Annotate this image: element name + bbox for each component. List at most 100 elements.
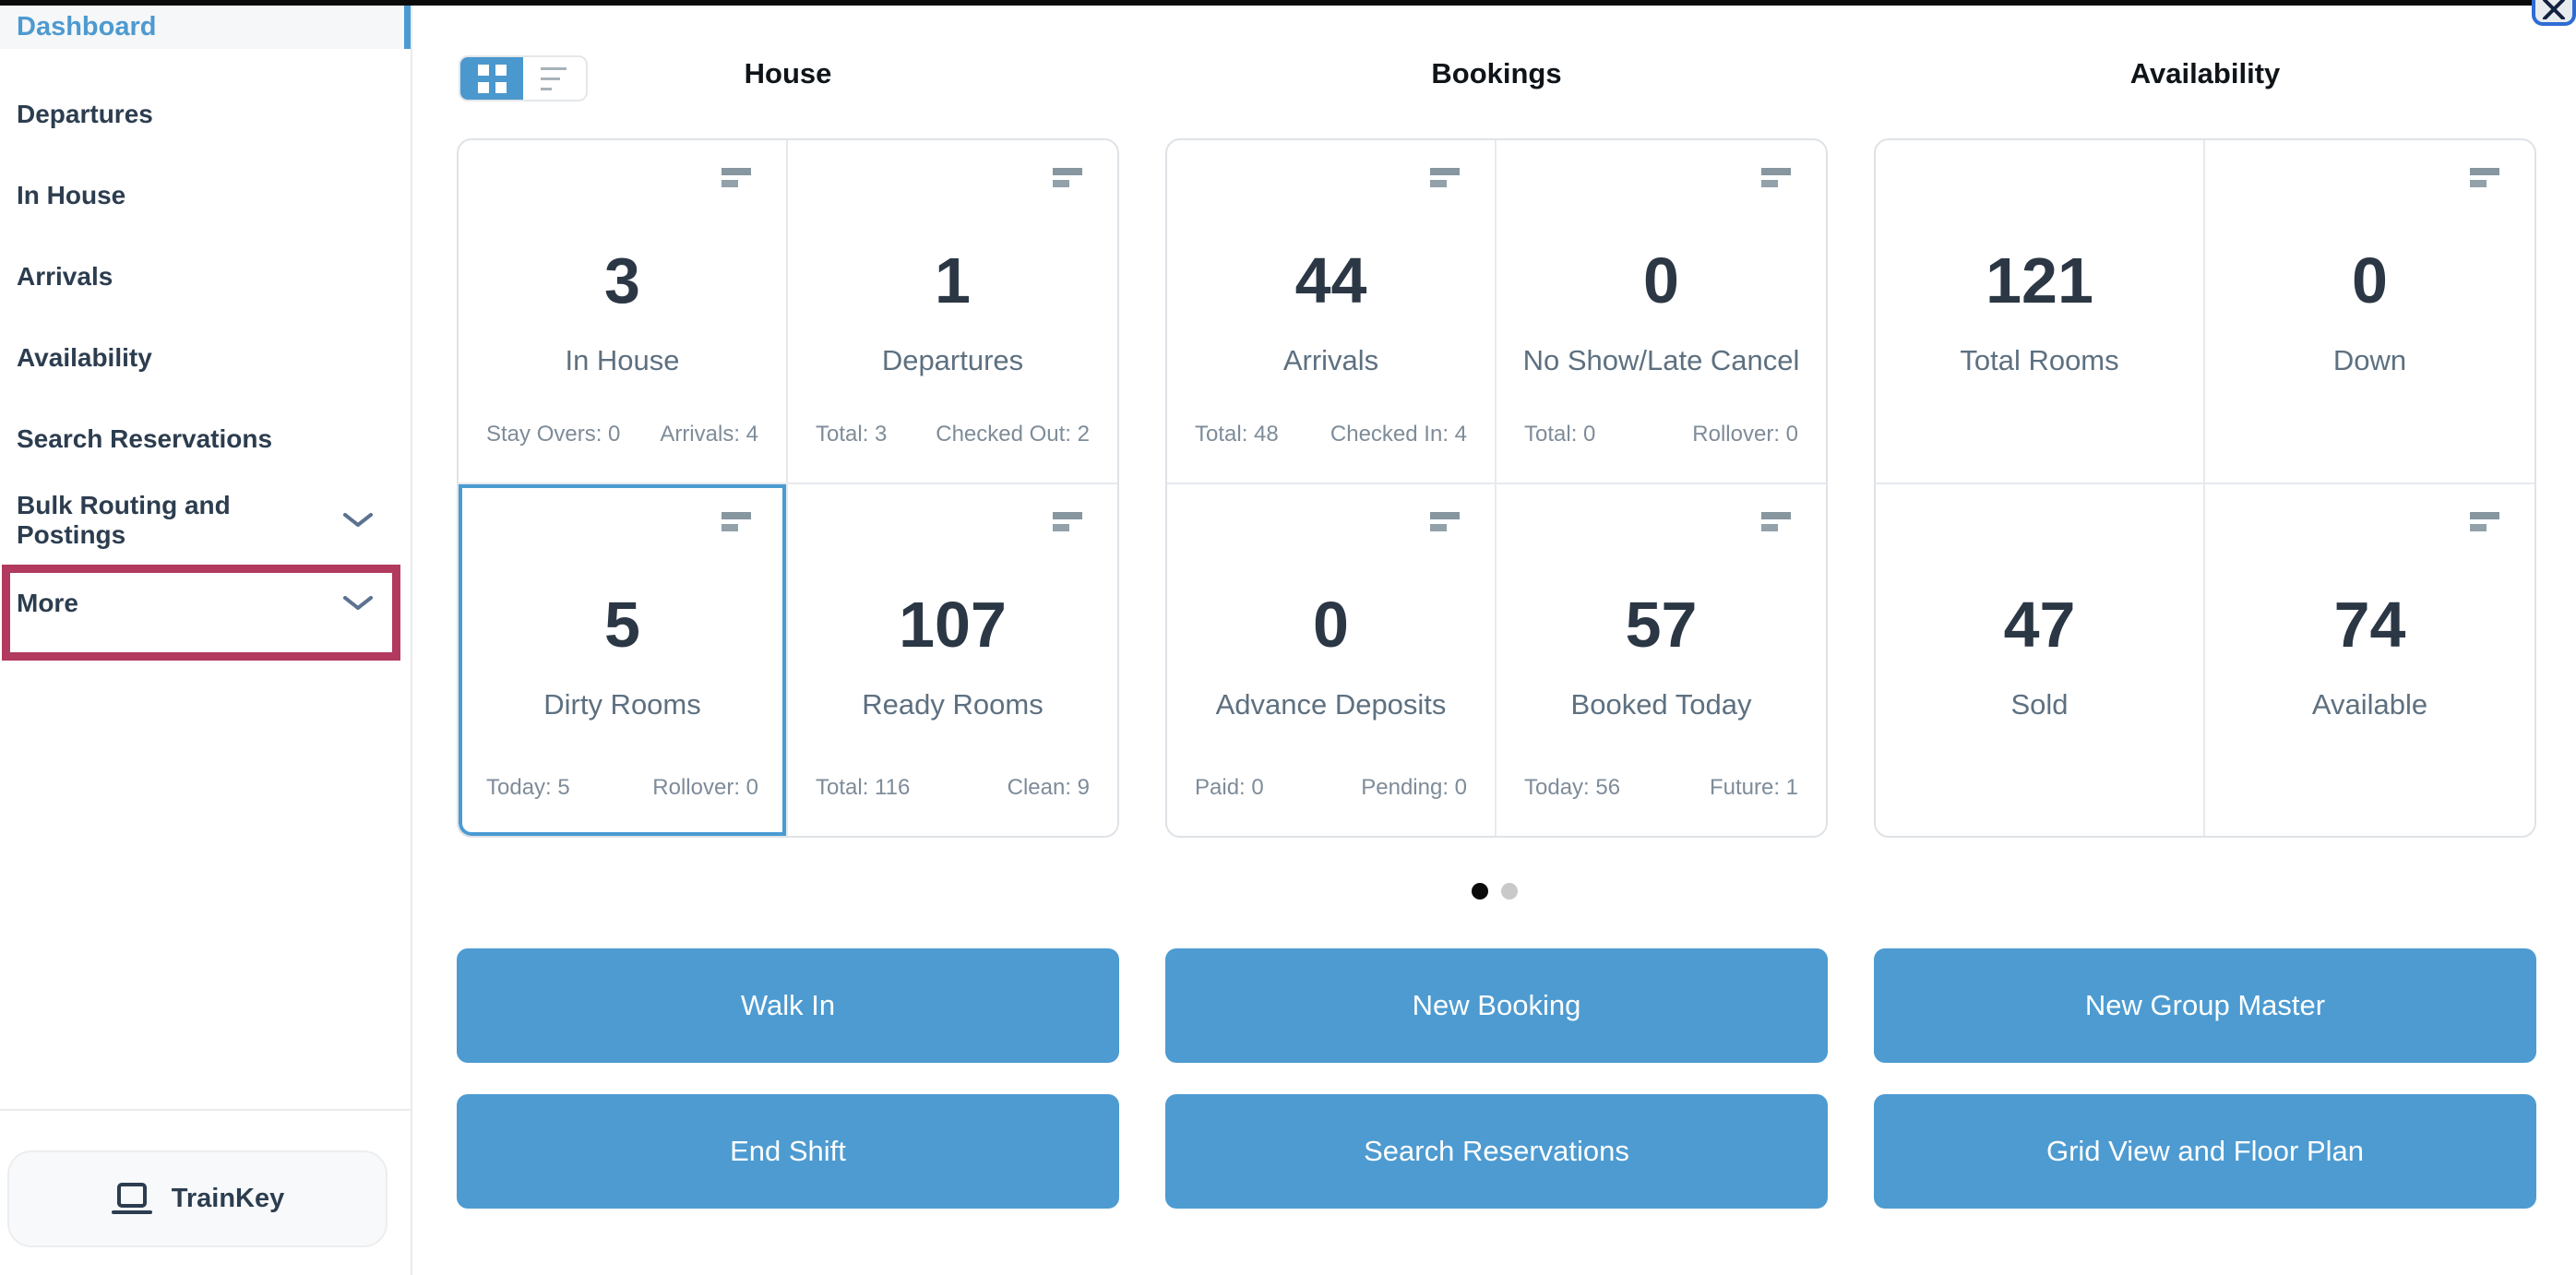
- card-value: 0: [2352, 244, 2388, 316]
- card-stat-right: Clean: 9: [1007, 775, 1090, 800]
- card-value: 74: [2333, 589, 2406, 661]
- card-label: Ready Rooms: [862, 688, 1044, 721]
- sidebar-item-bulk-routing-and-postings[interactable]: Bulk Routing and Postings: [0, 480, 411, 561]
- card-sold[interactable]: 47 Sold: [1876, 484, 2205, 836]
- column-title-availability: Availability: [2129, 57, 2281, 89]
- grid-view-icon: [477, 64, 507, 93]
- card-label: Arrivals: [1282, 344, 1379, 376]
- card-down[interactable]: 0 Down: [2205, 140, 2534, 484]
- sidebar-item-label: More: [17, 589, 78, 617]
- card-stat-right: Checked In: 4: [1330, 422, 1467, 447]
- column-title-house: House: [744, 57, 832, 89]
- card-ready-rooms[interactable]: 107 Ready Rooms Total: 116 Clean: 9: [788, 484, 1117, 836]
- card-value: 57: [1625, 589, 1698, 661]
- search-reservations-button[interactable]: Search Reservations: [1165, 1094, 1828, 1209]
- card-label: Total Rooms: [1960, 344, 2119, 376]
- card-label: Dirty Rooms: [543, 688, 701, 721]
- card-menu-icon[interactable]: [2470, 512, 2499, 531]
- carousel-dot-2[interactable]: [1500, 883, 1518, 900]
- card-value: 44: [1294, 244, 1367, 316]
- card-in-house[interactable]: 3 In House Stay Overs: 0 Arrivals: 4: [459, 140, 788, 484]
- sidebar-item-label: In House: [17, 181, 126, 209]
- card-menu-icon[interactable]: [722, 512, 751, 531]
- card-menu-icon[interactable]: [2470, 168, 2499, 187]
- card-value: 1: [935, 244, 971, 316]
- grid-view-floor-plan-button[interactable]: Grid View and Floor Plan: [1874, 1094, 2536, 1209]
- card-dirty-rooms[interactable]: 5 Dirty Rooms Today: 5 Rollover: 0: [459, 484, 788, 836]
- card-value: 47: [2003, 589, 2076, 661]
- close-button[interactable]: [2532, 0, 2576, 26]
- card-total-rooms[interactable]: 121 Total Rooms: [1876, 140, 2205, 484]
- sidebar-item-label: Availability: [17, 343, 152, 372]
- card-stat-right: Future: 1: [1709, 775, 1798, 800]
- card-stat-right: Rollover: 0: [652, 775, 758, 800]
- sidebar-item-departures[interactable]: Departures: [0, 74, 411, 155]
- trainkey-button[interactable]: TrainKey: [7, 1150, 388, 1247]
- chevron-down-icon: [342, 595, 374, 612]
- card-stat-right: Rollover: 0: [1692, 422, 1798, 447]
- card-departures[interactable]: 1 Departures Total: 3 Checked Out: 2: [788, 140, 1117, 484]
- card-value: 107: [899, 589, 1007, 661]
- sidebar-item-label: Bulk Routing and Postings: [17, 491, 231, 549]
- card-value: 0: [1313, 589, 1349, 661]
- sidebar-item-label: Dashboard: [17, 12, 157, 42]
- close-icon: [2543, 0, 2565, 19]
- availability-card-group: 121 Total Rooms 0 Down 47 Sold 74 Availa…: [1874, 138, 2536, 838]
- card-label: Down: [2332, 344, 2407, 376]
- grid-view-button[interactable]: [460, 57, 523, 100]
- sidebar-item-dashboard[interactable]: Dashboard: [0, 6, 411, 49]
- sidebar-item-label: Departures: [17, 100, 153, 128]
- card-menu-icon[interactable]: [1430, 512, 1460, 531]
- sidebar-item-arrivals[interactable]: Arrivals: [0, 236, 411, 317]
- carousel-pagination: [412, 883, 2576, 900]
- card-stat-right: Pending: 0: [1361, 775, 1467, 800]
- card-menu-icon[interactable]: [1430, 168, 1460, 187]
- card-advance-deposits[interactable]: 0 Advance Deposits Paid: 0 Pending: 0: [1167, 484, 1497, 836]
- list-view-button[interactable]: [523, 57, 586, 100]
- new-booking-button[interactable]: New Booking: [1165, 948, 1828, 1063]
- end-shift-button[interactable]: End Shift: [457, 1094, 1119, 1209]
- card-menu-icon[interactable]: [1761, 512, 1791, 531]
- laptop-icon: [111, 1182, 152, 1214]
- sidebar-item-more[interactable]: More: [0, 563, 411, 644]
- card-stat-left: Today: 56: [1524, 775, 1621, 800]
- card-available[interactable]: 74 Available: [2205, 484, 2534, 836]
- card-menu-icon[interactable]: [1053, 168, 1082, 187]
- card-label: Advance Deposits: [1215, 688, 1447, 721]
- card-booked-today[interactable]: 57 Booked Today Today: 56 Future: 1: [1497, 484, 1826, 836]
- walk-in-button[interactable]: Walk In: [457, 948, 1119, 1063]
- chevron-down-icon: [342, 512, 374, 529]
- sidebar-item-label: Search Reservations: [17, 424, 273, 453]
- card-no-show-late-cancel[interactable]: 0 No Show/Late Cancel Total: 0 Rollover:…: [1497, 140, 1826, 484]
- card-menu-icon[interactable]: [722, 168, 751, 187]
- card-stat-right: Arrivals: 4: [660, 422, 758, 447]
- card-stat-left: Total: 48: [1195, 422, 1279, 447]
- card-label: In House: [565, 344, 680, 376]
- active-indicator: [404, 6, 411, 49]
- bookings-card-group: 44 Arrivals Total: 48 Checked In: 4 0 No…: [1165, 138, 1828, 838]
- card-label: No Show/Late Cancel: [1522, 344, 1800, 376]
- card-arrivals[interactable]: 44 Arrivals Total: 48 Checked In: 4: [1167, 140, 1497, 484]
- carousel-dot-1[interactable]: [1471, 883, 1488, 900]
- card-stat-left: Total: 116: [816, 775, 911, 800]
- top-border-bar: [0, 0, 2576, 6]
- list-view-icon: [541, 66, 568, 90]
- sidebar-item-in-house[interactable]: In House: [0, 155, 411, 236]
- card-menu-icon[interactable]: [1761, 168, 1791, 187]
- card-value: 3: [604, 244, 640, 316]
- card-label: Booked Today: [1570, 688, 1752, 721]
- sidebar-item-search-reservations[interactable]: Search Reservations: [0, 399, 411, 480]
- card-stat-right: Checked Out: 2: [936, 422, 1090, 447]
- card-menu-icon[interactable]: [1053, 512, 1082, 531]
- card-value: 5: [604, 589, 640, 661]
- trainkey-label: TrainKey: [171, 1184, 285, 1213]
- card-label: Sold: [2010, 688, 2069, 721]
- card-label: Available: [2311, 688, 2428, 721]
- sidebar-item-availability[interactable]: Availability: [0, 317, 411, 399]
- house-card-group: 3 In House Stay Overs: 0 Arrivals: 4 1 D…: [457, 138, 1119, 838]
- new-group-master-button[interactable]: New Group Master: [1874, 948, 2536, 1063]
- view-toggle: [459, 55, 588, 101]
- card-stat-left: Total: 0: [1524, 422, 1596, 447]
- card-stat-left: Stay Overs: 0: [486, 422, 621, 447]
- sidebar-divider: [0, 1109, 411, 1111]
